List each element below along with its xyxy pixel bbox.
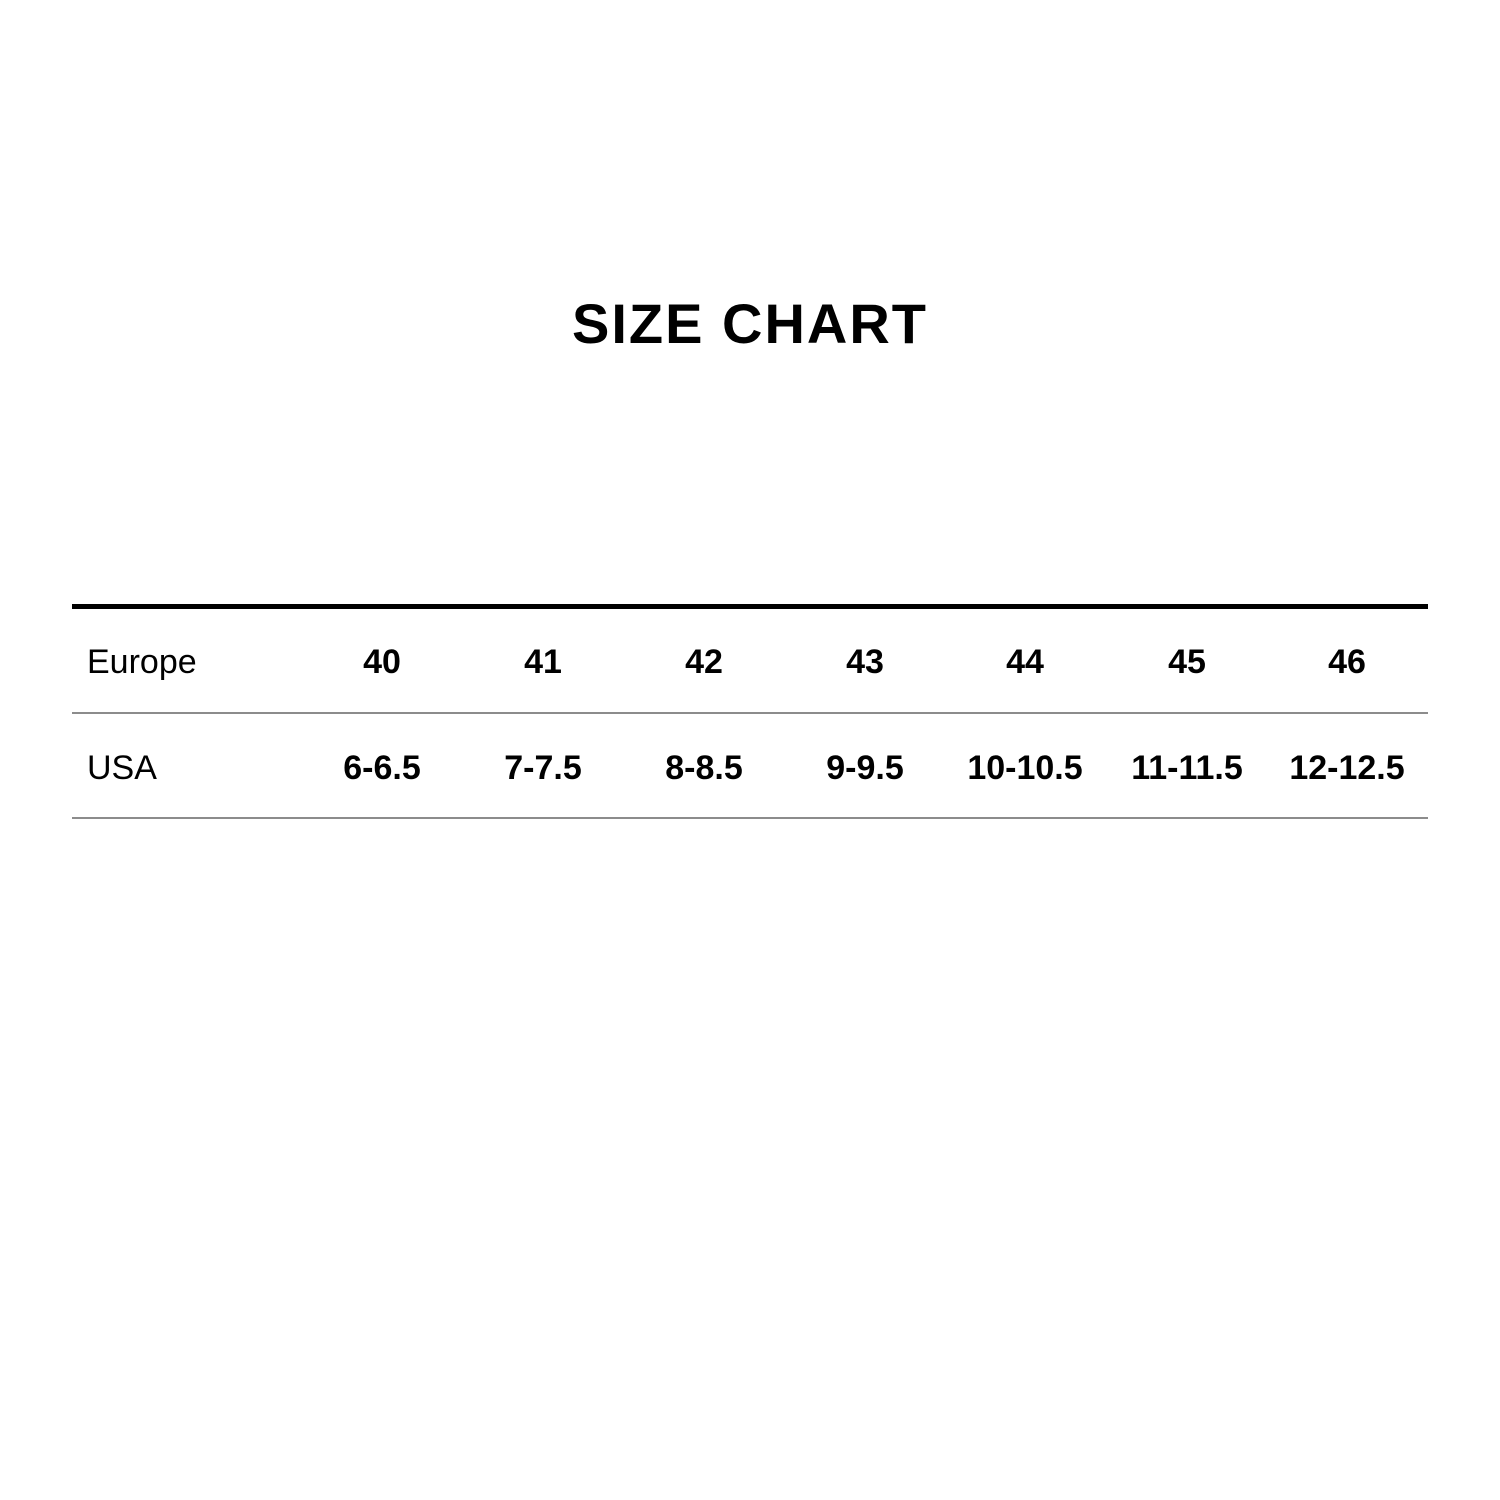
table-cell: 7-7.5 bbox=[504, 749, 582, 787]
table-bottom-rule bbox=[72, 817, 1428, 819]
table-cell: 45 bbox=[1168, 643, 1206, 681]
row-label: Europe bbox=[87, 643, 197, 681]
table-cell: 43 bbox=[846, 643, 884, 681]
page-title: SIZE CHART bbox=[572, 292, 928, 355]
row-label: USA bbox=[87, 749, 157, 787]
table-cell: 46 bbox=[1328, 643, 1366, 681]
table-cell: 12-12.5 bbox=[1289, 749, 1405, 787]
table-cell: 8-8.5 bbox=[665, 749, 743, 787]
table-cell: 11-11.5 bbox=[1131, 749, 1243, 787]
table-row-usa: USA 6-6.5 7-7.5 8-8.5 9-9.5 10-10.5 11-11.5 12… bbox=[0, 748, 1500, 788]
table-cell: 44 bbox=[1006, 643, 1044, 681]
table-cell: 40 bbox=[363, 643, 401, 681]
table-cell: 9-9.5 bbox=[826, 749, 904, 787]
table-top-rule bbox=[72, 604, 1428, 609]
table-cell: 10-10.5 bbox=[967, 749, 1083, 787]
row-divider bbox=[72, 712, 1428, 714]
table-cell: 6-6.5 bbox=[343, 749, 421, 787]
table-row-europe: Europe 40 41 42 43 44 45 46 bbox=[0, 642, 1500, 682]
table-cell: 42 bbox=[685, 643, 723, 681]
table-cell: 41 bbox=[524, 643, 562, 681]
